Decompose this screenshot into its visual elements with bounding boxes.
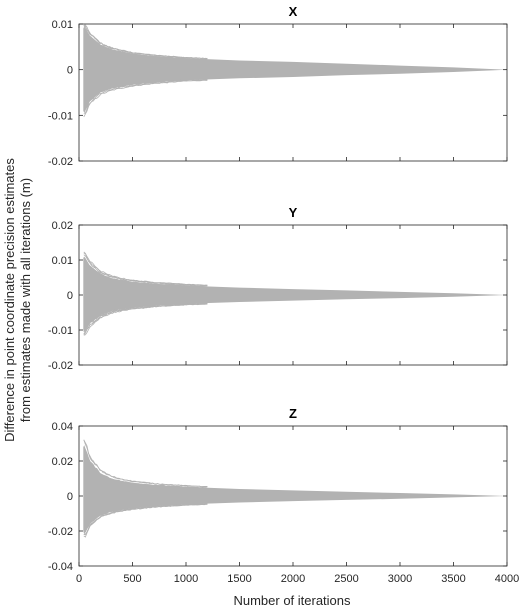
trace-line <box>83 78 208 112</box>
x-tick-label: 4000 <box>495 573 519 585</box>
trace-line <box>83 77 208 108</box>
panel-x: -0.02 -0.01 0 0.01 X <box>48 4 508 168</box>
y-tick-label: 0.02 <box>52 456 73 468</box>
trace-line <box>83 303 208 335</box>
trace-line <box>83 79 208 114</box>
x-tick-label: 500 <box>123 573 141 585</box>
x-tick-label: 3500 <box>441 573 465 585</box>
trace-line <box>83 254 208 287</box>
envelope-area <box>83 445 508 535</box>
envelope-area <box>83 26 508 113</box>
shared-y-axis-label-line1: Difference in point coordinate precision… <box>2 158 17 442</box>
shared-y-axis-label-line2: from estimates made with all iterations … <box>18 178 33 422</box>
trace-line <box>83 503 208 538</box>
panel-title: X <box>289 4 298 19</box>
y-tick-label: -0.01 <box>48 325 73 337</box>
y-tick-label: -0.02 <box>48 526 73 538</box>
y-tick-label: -0.02 <box>48 156 73 168</box>
trace-line <box>83 260 208 288</box>
x-tick-label: 1000 <box>174 573 198 585</box>
y-tick-label: 0 <box>67 491 73 503</box>
x-tick-label: 1500 <box>227 573 251 585</box>
x-tick-label: 2500 <box>334 573 358 585</box>
y-tick-label: 0 <box>67 290 73 302</box>
y-tick-label: 0.01 <box>52 255 73 267</box>
y-tick-label: 0.04 <box>52 421 73 433</box>
axes-box <box>78 23 508 162</box>
x-tick-label: 2000 <box>281 573 305 585</box>
trace-line <box>83 502 208 533</box>
trace-line <box>83 79 208 118</box>
trace-line <box>83 28 208 61</box>
y-tick-label: -0.01 <box>48 110 73 122</box>
envelope-area <box>83 256 508 332</box>
x-axis-label: Number of iterations <box>233 593 351 608</box>
trace-line <box>83 439 208 487</box>
y-tick-label: -0.02 <box>48 360 73 372</box>
x-tick-label: 0 <box>76 573 82 585</box>
trace-line <box>83 302 208 332</box>
panel-y: -0.02 -0.01 0 0.01 0.02 Y <box>48 205 508 372</box>
y-tick-label: 0.01 <box>52 19 73 31</box>
panel-title: Y <box>289 205 298 220</box>
y-tick-label: 0.02 <box>52 220 73 232</box>
y-tick-label: -0.04 <box>48 561 73 573</box>
trace-line <box>83 25 208 59</box>
y-tick-label: 0 <box>67 65 73 77</box>
trace-line <box>83 256 208 287</box>
trace-line <box>83 503 208 533</box>
panel-title: Z <box>289 406 297 421</box>
panel-z: -0.04 -0.02 0 0.02 0.04 0 500 1000 1500 2000 2500 3… <box>48 406 519 585</box>
trace-line <box>83 448 208 489</box>
x-tick-label: 3000 <box>388 573 412 585</box>
